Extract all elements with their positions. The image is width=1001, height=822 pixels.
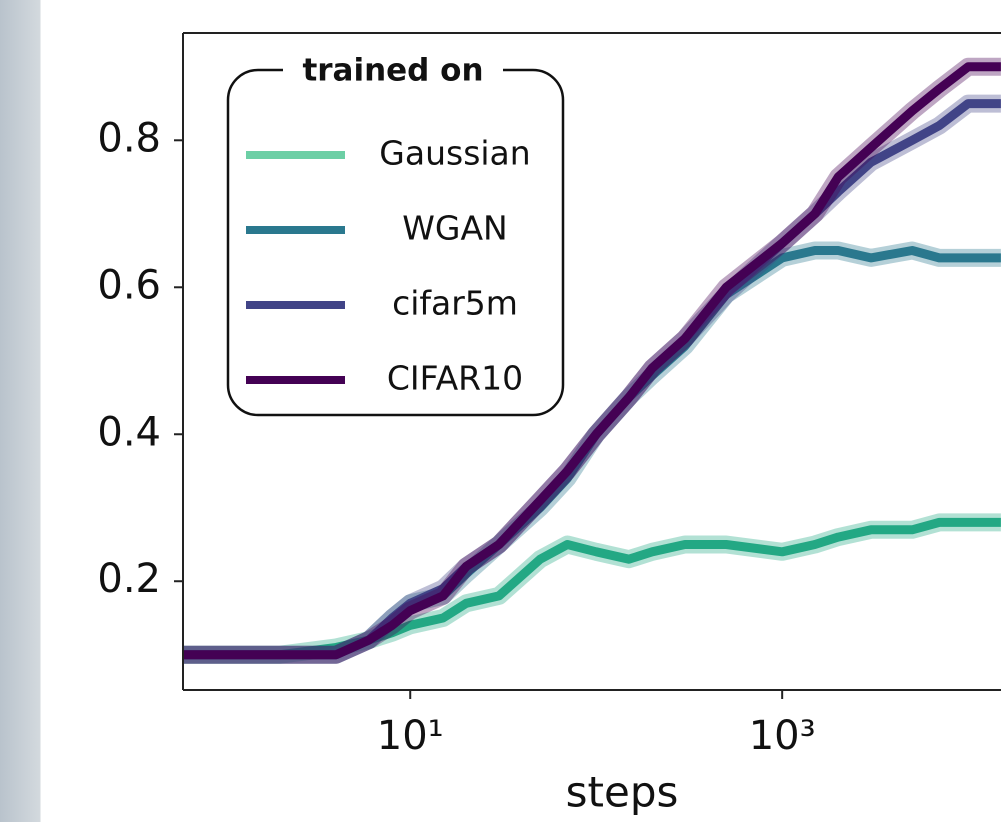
x-tick-label: 10³ (749, 713, 816, 759)
legend: trained on Gaussian WGAN cifar5m CIFAR10 (226, 53, 565, 417)
legend-title-bg (283, 58, 503, 84)
y-tick-label: 0.8 (97, 115, 161, 161)
y-tick-label: 0.4 (97, 409, 161, 455)
legend-label: cifar5m (392, 284, 518, 323)
legend-label: WGAN (402, 209, 507, 248)
legend-title: trained on (302, 53, 483, 89)
legend-label: CIFAR10 (387, 359, 523, 398)
series-line (183, 62, 1001, 660)
y-tick-label: 0.6 (97, 262, 161, 308)
y-tick-label: 0.2 (97, 556, 161, 602)
x-tick-label: 10¹ (377, 713, 444, 759)
legend-label: Gaussian (379, 134, 530, 173)
x-axis-label: steps (566, 768, 679, 817)
